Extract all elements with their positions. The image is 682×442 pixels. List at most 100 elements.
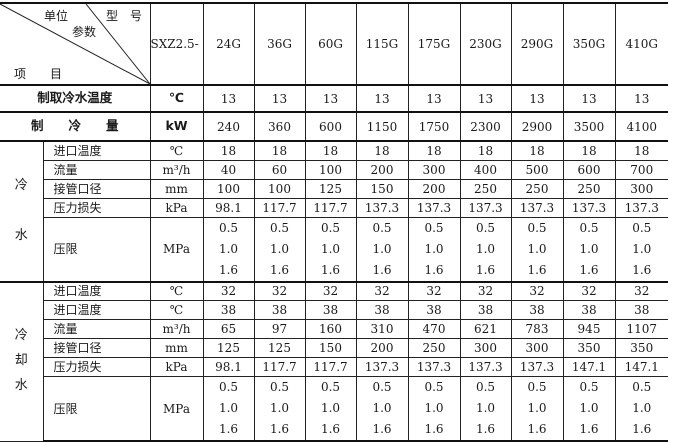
unit-cell: mm	[149, 338, 204, 358]
pressure-limit-value: 0.5	[372, 220, 392, 235]
value-cell: 38	[304, 300, 357, 320]
diagonal-lines	[0, 4, 150, 84]
value-cell: 100	[304, 159, 357, 180]
model-header-230G: 230G	[459, 2, 512, 86]
unit-cell: kPa	[149, 197, 204, 218]
value-cell: 783	[510, 319, 564, 339]
pressure-limit-value: 1.0	[527, 241, 547, 256]
value-cell: 1750	[407, 111, 461, 142]
value-cell: 40	[202, 159, 255, 180]
table-row: 接管口径 mm 100 100 125 150 200 250 250 250 300	[0, 178, 668, 199]
value-cell: 18	[562, 140, 616, 161]
value-cell: 2900	[510, 111, 564, 142]
model-label: 型 号	[106, 9, 143, 23]
pressure-limit-value: 0.5	[218, 380, 239, 394]
param-name: 接管口径	[42, 338, 151, 358]
pressure-limit-value: 1.6	[372, 262, 392, 277]
pressure-limit-value: 1.0	[475, 241, 496, 256]
unit-cell: kW	[149, 111, 204, 142]
value-cell: 250	[459, 178, 512, 199]
model-header-115G: 115G	[355, 2, 409, 86]
model-header-60G: 60G	[304, 2, 357, 86]
value-cell: 0.5 1.0 1.6	[614, 376, 668, 442]
table-row: 压力损失 kPa 98.1 117.7 117.7 137.3 137.3 137.3 137.…	[0, 357, 668, 377]
pressure-limit-value: 1.0	[269, 401, 290, 415]
table-row: 流量 m³/h 40 60 100 200 300 400 500 600 700	[0, 159, 668, 180]
table-row: 制取冷水温度 ℃ 13 13 13 13 13 13 13 13 13	[0, 84, 668, 113]
model-header-175G: 175G	[407, 2, 461, 86]
pressure-limit-value: 1.0	[475, 401, 496, 415]
param-name: 压力损失	[42, 197, 151, 218]
pressure-limit-value: 1.6	[475, 422, 496, 436]
value-cell: 32	[459, 280, 512, 301]
value-cell: 137.3	[614, 197, 668, 218]
value-cell: 0.5 1.0 1.6	[614, 216, 668, 282]
value-cell: 32	[614, 280, 668, 301]
value-cell: 100	[202, 178, 255, 199]
value-cell: 125	[304, 178, 357, 199]
value-cell: 137.3	[459, 357, 512, 377]
value-cell: 18	[510, 140, 564, 161]
pressure-limit-value: 0.5	[579, 220, 599, 235]
pressure-limit-value: 0.5	[632, 380, 652, 394]
pressure-limit-value: 1.6	[424, 262, 444, 277]
pressure-limit-value: 0.5	[269, 220, 290, 235]
value-cell: 38	[202, 300, 255, 320]
pressure-limit-value: 1.6	[372, 422, 392, 436]
value-cell: 0.5 1.0 1.6	[202, 376, 255, 442]
value-cell: 137.3	[407, 357, 461, 377]
unit-cell: kPa	[149, 357, 204, 377]
value-cell: 32	[253, 280, 306, 301]
value-cell: 13	[459, 84, 512, 113]
value-cell: 0.5 1.0 1.6	[510, 216, 564, 282]
model-header-36G: 36G	[253, 2, 306, 86]
value-cell: 4100	[614, 111, 668, 142]
model-header-410G: 410G	[614, 2, 668, 86]
value-cell: 18	[253, 140, 306, 161]
value-cell: 0.5 1.0 1.6	[304, 376, 357, 442]
value-cell: 125	[253, 338, 306, 358]
value-cell: 137.3	[510, 197, 564, 218]
pressure-limit-value: 1.0	[632, 241, 652, 256]
value-cell: 160	[304, 319, 357, 339]
value-cell: 0.5 1.0 1.6	[253, 216, 306, 282]
model-header-24G: 24G	[202, 2, 255, 86]
value-cell: 0.5 1.0 1.6	[459, 216, 512, 282]
unit-cell: ℃	[149, 140, 204, 161]
value-cell: 137.3	[355, 357, 409, 377]
pressure-limit-value: 1.0	[218, 241, 239, 256]
value-cell: 100	[253, 178, 306, 199]
value-cell: 32	[510, 280, 564, 301]
value-cell: 60	[253, 159, 306, 180]
value-cell: 200	[355, 159, 409, 180]
value-cell: 0.5 1.0 1.6	[562, 376, 616, 442]
value-cell: 0.5 1.0 1.6	[202, 216, 255, 282]
value-cell: 0.5 1.0 1.6	[510, 376, 564, 442]
value-cell: 200	[407, 178, 461, 199]
pressure-limit-value: 1.6	[218, 422, 239, 436]
pressure-limit-value: 0.5	[320, 220, 341, 235]
table-row: 冷 却 水进口温度 ℃ 32 32 32 32 32 32 32 32 32	[0, 280, 668, 442]
value-cell: 18	[459, 140, 512, 161]
pressure-limit-value: 1.0	[218, 401, 239, 415]
value-cell: 38	[510, 300, 564, 320]
value-cell: 137.3	[510, 357, 564, 377]
value-cell: 65	[202, 319, 255, 339]
value-cell: 0.5 1.0 1.6	[459, 376, 512, 442]
pressure-limit-value: 1.0	[632, 401, 652, 415]
pressure-limit-value: 1.0	[320, 241, 341, 256]
pressure-limit-value: 1.0	[320, 401, 341, 415]
value-cell: 0.5 1.0 1.6	[407, 376, 461, 442]
value-cell: 147.1	[562, 357, 616, 377]
value-cell: 300	[407, 159, 461, 180]
table-row: 制 冷 量 kW 240 360 600 1150 1750 2300 2900 3500 4100	[0, 111, 668, 142]
value-cell: 0.5 1.0 1.6	[355, 216, 409, 282]
pressure-limit-value: 0.5	[475, 220, 496, 235]
value-cell: 32	[407, 280, 461, 301]
pressure-limit-value: 1.6	[632, 262, 652, 277]
value-cell: 250	[510, 178, 564, 199]
param-name: 制取冷水温度	[0, 84, 151, 113]
table-row: 压限 MPa 0.5 1.0 1.6 0.5 1.0 1.6 0.5 1.0 1.6 0.5 1.0 1.…	[0, 376, 668, 442]
param-name: 进口温度	[42, 140, 151, 161]
value-cell: 300	[614, 178, 668, 199]
